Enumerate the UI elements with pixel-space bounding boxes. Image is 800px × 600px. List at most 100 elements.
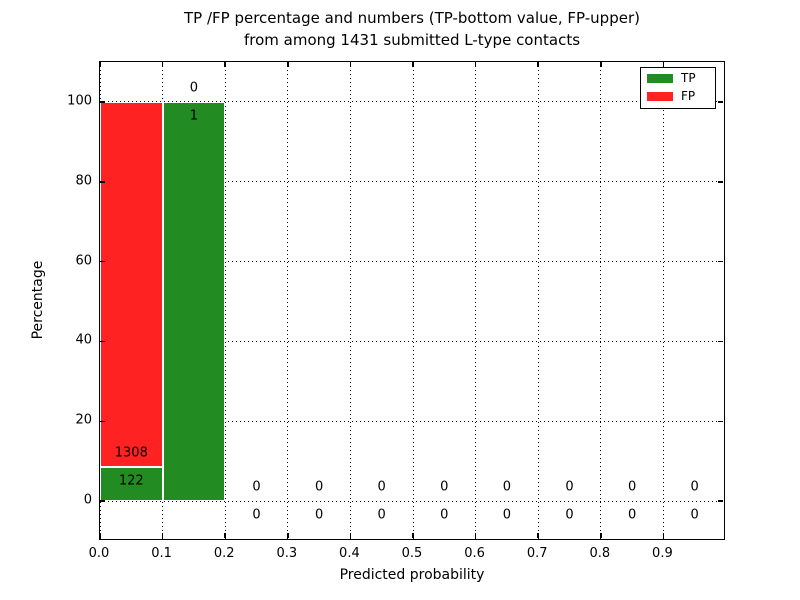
x-tick-label: 0.0 [88,546,110,561]
tp-count-label: 0 [565,507,574,523]
axis-tick-mark [412,62,414,67]
axis-tick-mark [99,62,101,67]
x-tick-label: 0.1 [151,546,172,561]
tp-count-label: 0 [377,507,386,523]
axis-tick-mark [100,420,105,422]
chart-title-line1: TP /FP percentage and numbers (TP-bottom… [184,9,640,27]
y-tick-label: 80 [75,173,92,189]
y-tick-label: 40 [75,332,92,348]
legend-entry: FP [647,90,709,103]
tp-count-label: 0 [252,507,261,523]
fp-count-label: 0 [502,479,512,495]
axis-tick-mark [537,62,539,67]
tp-count-label: 0 [627,507,637,523]
axis-tick-mark [718,340,723,343]
y-tick-label: 0 [83,492,92,508]
chart-title-line2: from among 1431 submitted L-type contact… [243,31,581,49]
grid-line-vertical [412,62,414,539]
axis-tick-mark [718,101,723,103]
grid-line-vertical [224,62,226,539]
grid-line-horizontal [100,420,724,422]
legend: TP FP [640,67,716,109]
axis-tick-mark [100,260,105,263]
axis-tick-mark [224,533,226,538]
chart-title: TP /FP percentage and numbers (TP-bottom… [99,7,725,51]
fp-count-label: 0 [440,479,449,495]
legend-swatch-icon [647,74,673,83]
axis-tick-mark [287,533,289,538]
axis-tick-mark [662,533,665,538]
grid-line-vertical [662,62,664,539]
grid-line-vertical [349,62,351,539]
grid-line-horizontal [100,101,724,103]
axis-tick-mark [100,340,105,343]
bar-count-labels-layer: 1308 122 0 1 0 0 0 0 0 0 0 0 0 0 0 0 0 0 0 0 [100,62,724,539]
x-tick-label: 0.2 [213,546,235,561]
x-tick-label: 0.7 [526,546,548,561]
x-tick-label: 0.6 [464,546,485,561]
x-tick-label: 0.8 [589,546,611,561]
grid-line-vertical [287,62,289,539]
axis-tick-mark [224,62,226,67]
axis-tick-mark [718,181,723,183]
tp-count-label: 0 [690,507,699,523]
grid-line-vertical [600,62,602,539]
grid-line-horizontal [100,181,724,183]
axis-tick-mark [600,62,602,67]
tp-count-label: 1 [189,108,199,124]
grid-line-vertical [537,62,539,539]
axis-tick-mark [718,500,723,502]
y-axis-label: Percentage [30,260,46,340]
fp-count-label: 0 [565,479,574,495]
axis-tick-mark [718,260,723,263]
grid-line-horizontal [100,261,724,263]
bar-segment-tp [162,101,226,502]
legend-label: TP [681,71,696,85]
tp-count-label: 0 [314,507,324,523]
x-tick-label: 0.3 [276,546,298,561]
fp-count-label: 0 [627,479,637,495]
grid-layer [99,62,724,539]
axis-tick-mark [349,533,352,538]
axis-tick-mark [718,420,723,422]
y-tick-label: 20 [75,412,92,428]
y-tick-label: 60 [75,253,92,269]
plot-area: 1308 122 0 1 0 0 0 0 0 0 0 0 0 0 0 0 0 0 0 0 TP FP [99,61,725,540]
grid-line-horizontal [100,500,724,502]
axis-tick-mark [600,533,602,538]
tp-count-label: 0 [440,507,449,523]
x-axis-label: Predicted probability [339,567,485,583]
axis-tick-mark [287,62,289,67]
x-tick-label: 0.4 [339,546,360,561]
y-tick-label: 100 [67,93,92,109]
fp-count-label: 0 [314,479,324,495]
axis-tick-mark [537,533,539,538]
bar-segment-tp [100,467,163,502]
ticks-layer [99,62,724,539]
fp-count-label: 0 [252,479,261,495]
bar-segment-fp [100,101,163,468]
fp-count-label: 0 [377,479,386,495]
fp-count-label: 1308 [114,445,148,461]
axis-tick-mark [99,533,101,538]
axis-tick-mark [161,533,164,538]
axis-tick-mark [474,62,477,67]
tp-count-label: 122 [118,473,144,489]
axis-tick-mark [161,62,164,67]
fp-count-label: 0 [189,80,199,96]
legend-swatch-icon [647,92,673,101]
x-tick-label: 0.9 [652,546,673,561]
axis-tick-mark [349,62,352,67]
fp-count-label: 0 [690,479,699,495]
legend-label: FP [681,89,696,103]
x-tick-label: 0.5 [401,546,423,561]
axis-tick-mark [100,181,105,183]
axis-tick-mark [100,101,105,103]
axis-tick-mark [412,533,414,538]
bars-layer [100,62,724,539]
tp-count-label: 0 [502,507,512,523]
grid-line-horizontal [100,340,724,342]
axis-tick-mark [662,62,665,67]
axis-tick-mark [100,500,105,502]
